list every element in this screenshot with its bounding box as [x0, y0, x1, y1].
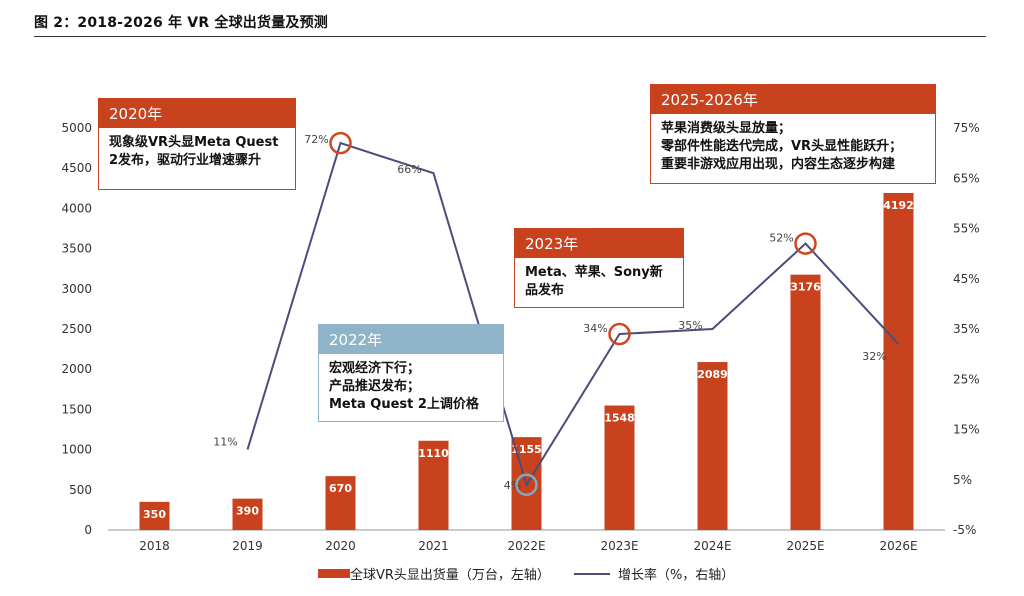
- bar-value-label: 2089: [697, 368, 728, 381]
- y-left-tick-label: 4000: [61, 201, 92, 215]
- x-tick-label: 2021: [418, 539, 449, 553]
- growth-rate-label: 11%: [213, 436, 237, 449]
- growth-rate-label: 72%: [304, 133, 328, 146]
- figure-title: 图 2：2018-2026 年 VR 全球出货量及预测: [34, 15, 328, 31]
- annotation-line: Meta Quest 2上调价格: [329, 397, 479, 412]
- growth-rate-label: 34%: [583, 322, 607, 335]
- legend-item-bar: 全球VR头显出货量（万台，左轴）: [318, 564, 550, 583]
- y-left-tick-label: 3000: [61, 282, 92, 296]
- y-left-tick-label: 2500: [61, 322, 92, 336]
- bar-value-label: 3176: [790, 281, 821, 294]
- annotation-2023: 2023年 Meta、苹果、Sony新 品发布: [514, 228, 684, 308]
- bar: [232, 498, 263, 530]
- legend-bar-swatch: [318, 569, 350, 578]
- annotation-line: 2发布，驱动行业增速骤升: [109, 153, 262, 168]
- y-left-tick-label: 0: [84, 523, 92, 537]
- bar-value-label: 1110: [418, 447, 449, 460]
- x-tick-label: 2020: [325, 539, 356, 553]
- annotation-line: 重要非游戏应用出现，内容生态逐步构建: [661, 157, 896, 172]
- y-left-tick-label: 3500: [61, 242, 92, 256]
- bar-value-label: 1155: [511, 443, 542, 456]
- annotation-2022: 2022年 宏观经济下行； 产品推迟发布； Meta Quest 2上调价格: [318, 324, 504, 422]
- annotation-2020: 2020年 现象级VR头显Meta Quest 2发布，驱动行业增速骤升: [98, 98, 296, 190]
- annotation-line: 品发布: [525, 283, 565, 298]
- legend-bar-label: 全球VR头显出货量（万台，左轴）: [350, 568, 550, 583]
- legend-line-swatch: [573, 572, 610, 575]
- x-tick-label: 2023E: [600, 539, 638, 553]
- annotation-2020-head: 2020年: [99, 99, 295, 128]
- y-right-tick-label: 25%: [953, 372, 980, 386]
- bar-value-label: 4192: [883, 199, 914, 212]
- highlight-circle: [329, 131, 352, 155]
- legend-line-label: 增长率（%，右轴）: [617, 568, 735, 583]
- bar: [325, 476, 356, 530]
- annotation-2023-body: Meta、苹果、Sony新 品发布: [515, 258, 683, 306]
- growth-rate-label: 32%: [862, 350, 886, 363]
- chart-legend: 全球VR头显出货量（万台，左轴） 增长率（%，右轴）: [318, 564, 758, 583]
- y-left-tick-label: 4500: [61, 161, 92, 175]
- highlight-circle: [794, 232, 817, 255]
- bar-value-label: 670: [329, 482, 352, 495]
- y-right-tick-label: 75%: [953, 121, 980, 135]
- x-tick-label: 2024E: [693, 539, 731, 553]
- annotation-2023-head: 2023年: [515, 229, 683, 258]
- bar: [604, 405, 635, 530]
- legend-item-line: 增长率（%，右轴）: [573, 564, 735, 583]
- annotation-2025-2026-head: 2025-2026年: [651, 85, 935, 114]
- bar: [883, 192, 914, 530]
- bar-value-label: 1548: [604, 412, 635, 425]
- bar-value-label: 350: [143, 508, 166, 521]
- annotation-line: 现象级VR头显Meta Quest: [109, 135, 279, 150]
- title-divider: [34, 36, 986, 37]
- y-right-tick-label: 45%: [953, 272, 980, 286]
- annotation-2022-head: 2022年: [319, 325, 503, 354]
- growth-rate-label: 35%: [678, 319, 702, 332]
- growth-rate-label: 66%: [397, 163, 421, 176]
- x-tick-label: 2018: [139, 539, 170, 553]
- y-left-tick-label: 500: [69, 483, 92, 497]
- annotation-line: Meta、苹果、Sony新: [525, 265, 663, 280]
- annotation-2020-body: 现象级VR头显Meta Quest 2发布，驱动行业增速骤升: [99, 128, 295, 176]
- annotation-line: 产品推迟发布；: [329, 379, 421, 394]
- bar: [418, 440, 449, 530]
- y-right-tick-label: 35%: [953, 322, 980, 336]
- x-tick-label: 2019: [232, 539, 263, 553]
- highlight-circle: [515, 473, 538, 497]
- x-tick-label: 2022E: [507, 539, 545, 553]
- annotation-2025-2026: 2025-2026年 苹果消费级头显放量； 零部件性能迭代完成，VR头显性能跃升…: [650, 84, 936, 184]
- bar-value-label: 390: [236, 505, 259, 518]
- annotation-line: 苹果消费级头显放量；: [661, 121, 792, 136]
- y-left-tick-label: 5000: [61, 121, 92, 135]
- annotation-2022-body: 宏观经济下行； 产品推迟发布； Meta Quest 2上调价格: [319, 354, 503, 420]
- annotation-line: 宏观经济下行；: [329, 361, 421, 376]
- growth-rate-label: 52%: [769, 232, 793, 245]
- annotation-2025-2026-body: 苹果消费级头显放量； 零部件性能迭代完成，VR头显性能跃升； 重要非游戏应用出现…: [651, 114, 935, 180]
- x-tick-label: 2025E: [786, 539, 824, 553]
- y-right-tick-label: 15%: [953, 423, 980, 437]
- x-tick-label: 2026E: [879, 539, 917, 553]
- annotation-line: 零部件性能迭代完成，VR头显性能跃升；: [661, 139, 903, 154]
- bar: [697, 362, 728, 530]
- growth-rate-line: [246, 141, 900, 488]
- y-right-tick-label: -5%: [953, 523, 976, 537]
- highlight-circle: [608, 322, 631, 346]
- y-right-tick-label: 5%: [953, 473, 972, 487]
- y-left-tick-label: 1000: [61, 443, 92, 457]
- y-right-tick-label: 55%: [953, 222, 980, 236]
- bar: [790, 274, 821, 530]
- y-left-tick-label: 1500: [61, 402, 92, 416]
- y-right-tick-label: 65%: [953, 171, 980, 185]
- y-left-tick-label: 2000: [61, 362, 92, 376]
- bar: [139, 501, 170, 530]
